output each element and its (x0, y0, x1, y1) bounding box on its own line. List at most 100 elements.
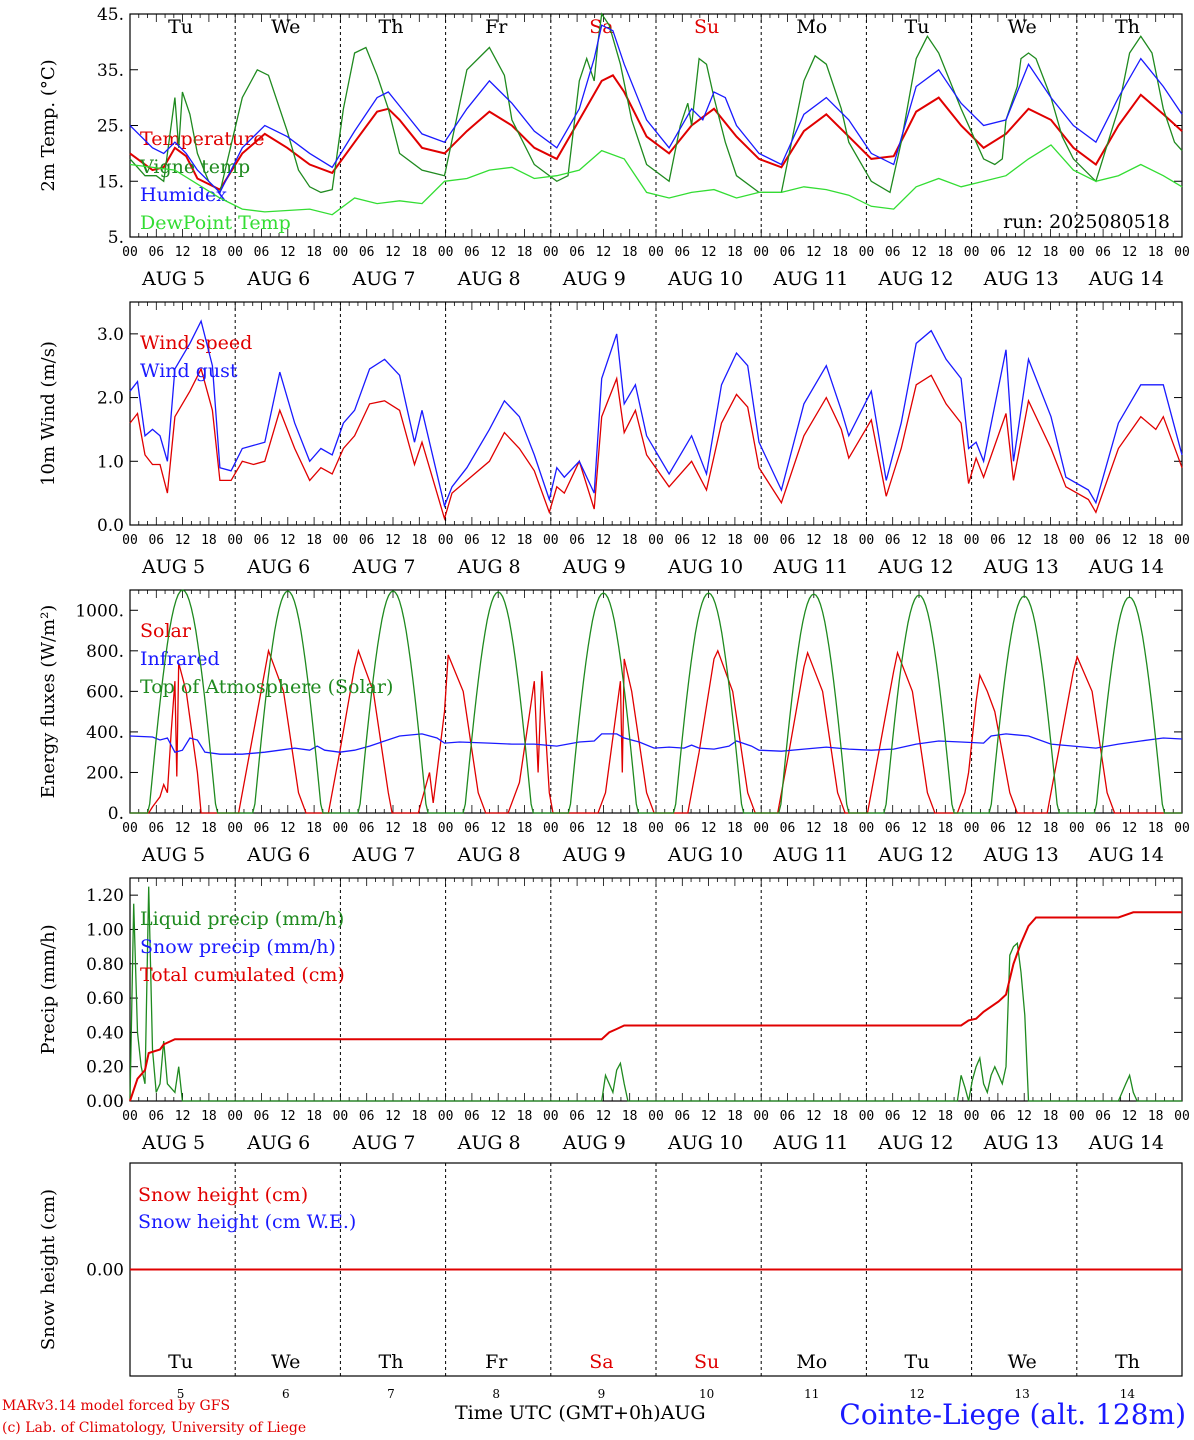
precip-hour-label: 12 (911, 1109, 927, 1124)
temperature-hour-label: 18 (1043, 245, 1059, 260)
energy-hour-label: 06 (1095, 821, 1111, 836)
wind-hour-label: 00 (438, 533, 454, 548)
temperature-hour-label: 12 (701, 245, 717, 260)
temperature-y-tick-label: 35. (97, 61, 124, 81)
precip-hour-label: 18 (201, 1109, 217, 1124)
snow-day-name: Fr (485, 1351, 508, 1373)
temperature-day-name: We (271, 16, 300, 38)
precip-date-label: AUG 6 (246, 1132, 310, 1154)
precip-date-label: AUG 12 (877, 1132, 953, 1154)
precip-hour-label: 18 (937, 1109, 953, 1124)
temperature-series-humidex (129, 24, 1183, 194)
wind-hour-label: 00 (1069, 533, 1085, 548)
snow-day-name: Su (694, 1351, 719, 1373)
precip-y-tick-label: 0.00 (86, 1092, 124, 1112)
temperature-hour-label: 18 (411, 245, 427, 260)
temperature-date-label: AUG 7 (351, 268, 415, 290)
energy-hour-label: 00 (1174, 821, 1190, 836)
wind-hour-label: 18 (937, 533, 953, 548)
station-label: Cointe-Liege (alt. 128m) (839, 1398, 1186, 1431)
snow-day-name: Tu (168, 1351, 193, 1373)
energy-series-solar (130, 648, 1182, 814)
temperature-hour-label: 00 (753, 245, 769, 260)
temperature-y-axis-label: 2m Temp. (°C) (38, 59, 59, 191)
energy-hour-label: 06 (569, 821, 585, 836)
wind-hour-label: 12 (280, 533, 296, 548)
snow-day-number: 12 (909, 1387, 924, 1401)
energy-hour-label: 06 (990, 821, 1006, 836)
energy-date-label: AUG 5 (141, 844, 205, 866)
temperature-hour-label: 18 (1148, 245, 1164, 260)
temperature-hour-label: 18 (832, 245, 848, 260)
temperature-hour-label: 00 (333, 245, 349, 260)
temperature-hour-label: 06 (569, 245, 585, 260)
precip-hour-label: 00 (333, 1109, 349, 1124)
temperature-hour-label: 12 (175, 245, 191, 260)
energy-date-label: AUG 13 (983, 844, 1059, 866)
precip-hour-label: 00 (438, 1109, 454, 1124)
wind-date-label: AUG 7 (351, 556, 415, 578)
energy-date-label: AUG 10 (667, 844, 743, 866)
energy-hour-label: 12 (806, 821, 822, 836)
temperature-hour-label: 12 (596, 245, 612, 260)
temperature-day-name: We (1008, 16, 1037, 38)
wind-hour-label: 18 (411, 533, 427, 548)
energy-hour-label: 06 (674, 821, 690, 836)
wind-hour-label: 12 (175, 533, 191, 548)
temperature-hour-label: 12 (490, 245, 506, 260)
wind-hour-label: 06 (780, 533, 796, 548)
precip-hour-label: 06 (569, 1109, 585, 1124)
temperature-hour-label: 06 (359, 245, 375, 260)
energy-y-tick-label: 600. (86, 682, 124, 702)
energy-hour-label: 06 (885, 821, 901, 836)
wind-hour-label: 06 (148, 533, 164, 548)
temperature-day-name: Fr (485, 16, 508, 38)
precip-hour-label: 06 (780, 1109, 796, 1124)
precip-hour-label: 00 (227, 1109, 243, 1124)
wind-hour-label: 00 (648, 533, 664, 548)
wind-hour-label: 18 (1148, 533, 1164, 548)
energy-hour-label: 06 (780, 821, 796, 836)
wind-hour-label: 18 (622, 533, 638, 548)
precip-hour-label: 06 (885, 1109, 901, 1124)
precip-date-label: AUG 13 (983, 1132, 1059, 1154)
precip-series-liquid-precip-mm-h (129, 886, 1182, 1102)
precip-hour-label: 06 (254, 1109, 270, 1124)
wind-y-tick-label: 2.0 (97, 389, 124, 409)
temperature-hour-label: 18 (306, 245, 322, 260)
energy-series-infrared (129, 733, 1183, 755)
temperature-hour-label: 06 (254, 245, 270, 260)
temperature-hour-label: 06 (885, 245, 901, 260)
wind-hour-label: 06 (674, 533, 690, 548)
precip-hour-label: 18 (727, 1109, 743, 1124)
precip-hour-label: 00 (1069, 1109, 1085, 1124)
energy-hour-label: 18 (517, 821, 533, 836)
temperature-hour-label: 18 (937, 245, 953, 260)
temperature-hour-label: 12 (806, 245, 822, 260)
snow-day-number: 9 (598, 1387, 606, 1401)
temperature-day-name: Th (379, 16, 404, 38)
temperature-series-temperature-legend: Temperature (140, 128, 264, 150)
wind-hour-label: 00 (543, 533, 559, 548)
precip-hour-label: 12 (385, 1109, 401, 1124)
wind-y-tick-label: 3.0 (97, 325, 124, 345)
wind-hour-label: 18 (306, 533, 322, 548)
temperature-run-label: run: 2025080518 (1003, 211, 1170, 233)
precip-hour-label: 00 (753, 1109, 769, 1124)
energy-hour-label: 18 (1148, 821, 1164, 836)
temperature-hour-label: 06 (674, 245, 690, 260)
energy-hour-label: 12 (385, 821, 401, 836)
precip-hour-label: 00 (859, 1109, 875, 1124)
precip-hour-label: 18 (832, 1109, 848, 1124)
wind-series-wind-speed-legend: Wind speed (140, 332, 252, 354)
temperature-hour-label: 06 (780, 245, 796, 260)
wind-date-label: AUG 8 (457, 556, 521, 578)
energy-y-tick-label: 800. (86, 642, 124, 662)
energy-series-infrared-legend: Infrared (140, 648, 220, 670)
wind-hour-label: 12 (1016, 533, 1032, 548)
precip-date-label: AUG 9 (562, 1132, 626, 1154)
wind-hour-label: 06 (885, 533, 901, 548)
wind-hour-label: 00 (227, 533, 243, 548)
temperature-hour-label: 18 (727, 245, 743, 260)
snow-y-axis-label: Snow height (cm) (38, 1189, 59, 1350)
